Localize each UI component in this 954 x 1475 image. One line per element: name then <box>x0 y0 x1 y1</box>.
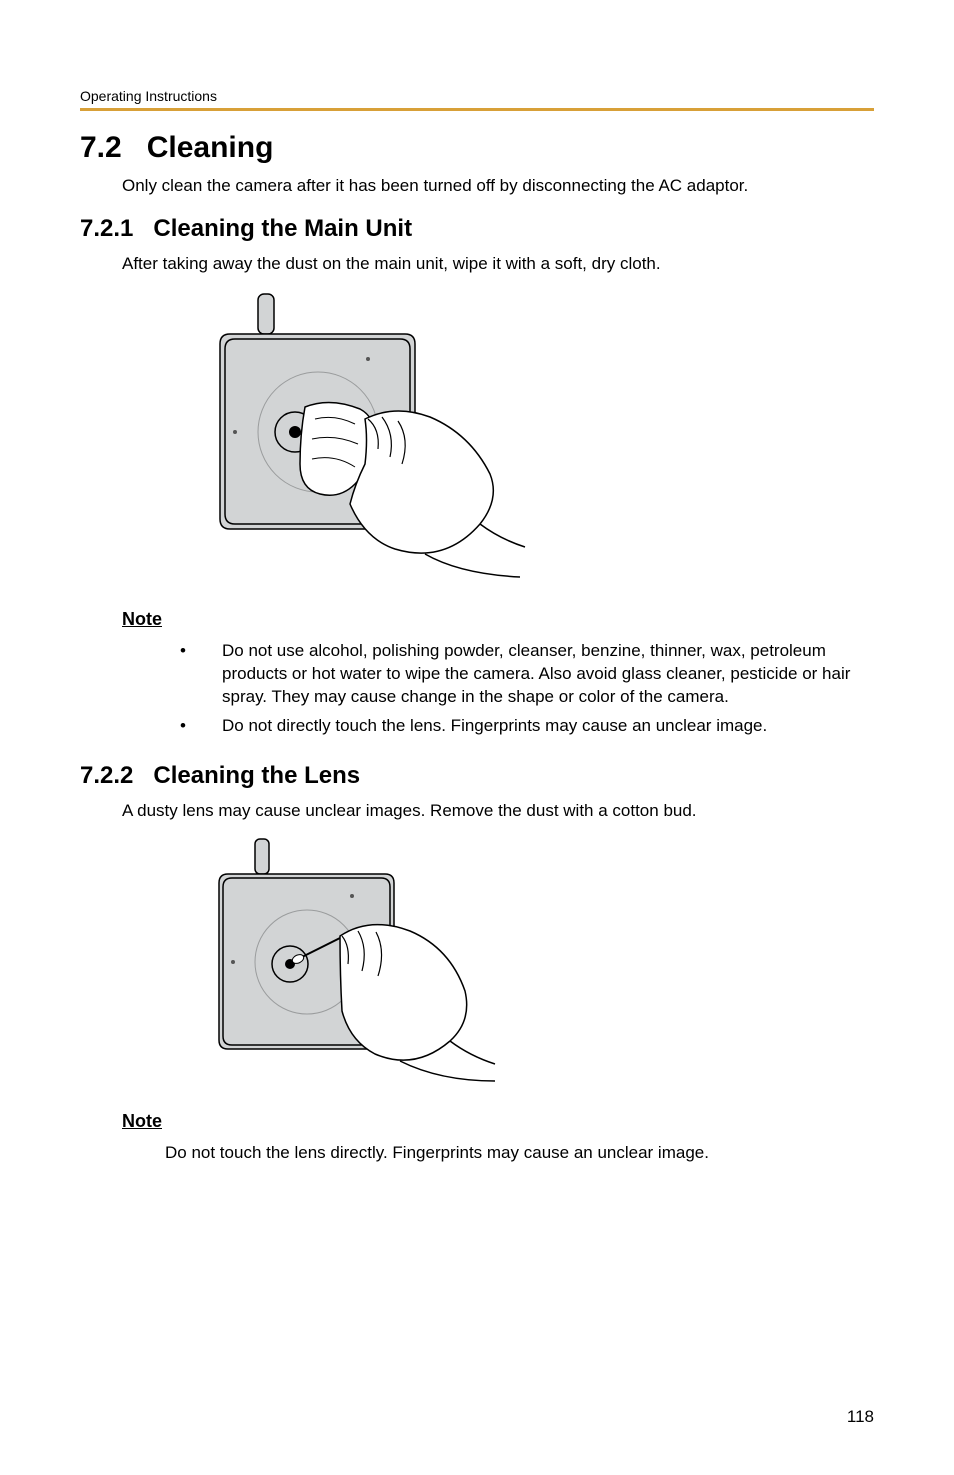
note-heading-2: Note <box>122 1111 874 1132</box>
subsection1-text: After taking away the dust on the main u… <box>122 253 874 275</box>
figure-cleaning-lens <box>200 836 874 1091</box>
subsection1-number: 7.2.1 <box>80 215 133 242</box>
subsection1-title: Cleaning the Main Unit <box>153 215 412 242</box>
section-title: Cleaning <box>147 131 274 164</box>
section-heading: 7.2 Cleaning <box>80 131 874 165</box>
figure-cleaning-unit <box>200 289 874 589</box>
note-text-2: Do not touch the lens directly. Fingerpr… <box>165 1142 874 1165</box>
header-label: Operating Instructions <box>80 88 874 104</box>
subsection2-number: 7.2.2 <box>80 762 133 789</box>
page-number: 118 <box>847 1407 874 1427</box>
note-item: Do not directly touch the lens. Fingerpr… <box>180 715 854 738</box>
section-intro: Only clean the camera after it has been … <box>122 175 874 197</box>
note-item: Do not use alcohol, polishing powder, cl… <box>180 640 854 709</box>
note-heading-1: Note <box>122 609 874 630</box>
subsection2-title: Cleaning the Lens <box>153 762 360 789</box>
note-list-1: Do not use alcohol, polishing powder, cl… <box>180 640 854 738</box>
subsection2-text: A dusty lens may cause unclear images. R… <box>122 800 874 822</box>
section-number: 7.2 <box>80 131 122 164</box>
subsection1-heading: 7.2.1 Cleaning the Main Unit <box>80 215 874 243</box>
header-rule <box>80 108 874 111</box>
subsection2-heading: 7.2.2 Cleaning the Lens <box>80 762 874 790</box>
